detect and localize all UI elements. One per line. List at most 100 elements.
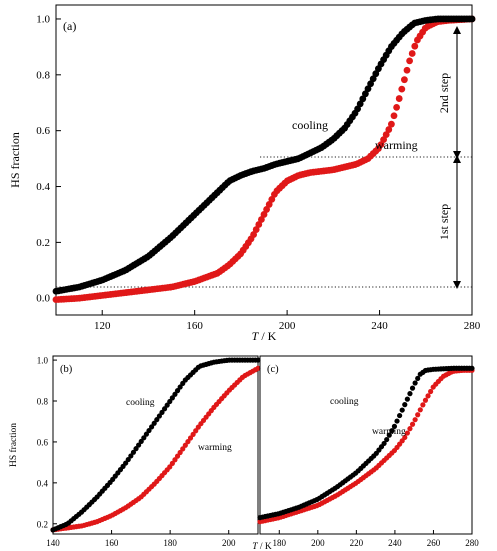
- cooling-point: [356, 100, 364, 108]
- panel-bc-x-axis-title: T / K: [252, 542, 272, 551]
- panel-c-label: (c): [267, 364, 279, 375]
- y-tick-label: 0.4: [36, 181, 50, 193]
- warming-point: [395, 95, 403, 102]
- second-step-label: 2nd step: [437, 73, 451, 113]
- cooling-point: [151, 420, 157, 426]
- panel-c-ticks: 180 200 220 240 260 280: [273, 530, 479, 548]
- panel-c: 180 200 220 240 260 280 (c) cooling warming: [257, 355, 479, 548]
- panel-a-x-axis-unit: / K: [258, 329, 276, 343]
- panel-b-warming-series: [50, 365, 261, 533]
- panel-a-cooling-label: cooling: [292, 118, 328, 132]
- warming-point: [250, 231, 257, 238]
- cooling-point: [133, 446, 139, 452]
- cooling-point: [128, 453, 134, 459]
- cooling-point: [381, 440, 387, 447]
- cooling-point: [404, 396, 410, 402]
- panel-c-cooling-series: [257, 365, 475, 521]
- warming-point: [390, 112, 398, 120]
- panel-b-y-axis-title: HS fraction: [8, 423, 19, 467]
- cooling-point: [156, 413, 162, 419]
- cooling-point: [174, 388, 181, 394]
- cooling-point: [143, 431, 150, 437]
- panel-b-cooling-series: [50, 357, 261, 533]
- warming-point: [411, 42, 419, 50]
- y-tick-label: 0.2: [36, 237, 50, 249]
- x-tick-label: 160: [105, 538, 119, 548]
- cooling-point: [172, 391, 178, 397]
- warming-point: [185, 439, 191, 445]
- warming-point: [409, 421, 416, 427]
- warming-point: [406, 57, 413, 65]
- panel-b-warming-label: warming: [198, 443, 232, 453]
- cooling-point: [154, 417, 160, 423]
- cooling-point: [469, 365, 475, 371]
- cooling-point: [407, 391, 413, 397]
- cooling-point: [136, 442, 142, 448]
- panel-a: 120 160 200 240 280 0.0 0.2 0.4 0.6 0.8 1.0 2nd st…: [8, 4, 481, 343]
- warming-point: [402, 434, 408, 441]
- cooling-point: [399, 407, 405, 413]
- panel-a-cooling-series: [52, 15, 476, 295]
- y-tick-label: 1.0: [37, 356, 49, 366]
- panel-a-x-axis-title: T / K: [252, 329, 277, 343]
- cooling-point: [159, 409, 165, 416]
- x-tick-label: 220: [350, 538, 364, 548]
- warming-point: [193, 428, 199, 434]
- cooling-point: [164, 402, 170, 408]
- x-tick-label: 140: [46, 538, 60, 548]
- warming-point: [420, 402, 426, 408]
- cooling-point: [169, 395, 175, 401]
- cooling-point: [125, 456, 131, 463]
- y-tick-label: 0.4: [37, 478, 49, 488]
- warming-point: [177, 449, 183, 456]
- x-tick-label: 200: [222, 538, 236, 548]
- cooling-point: [409, 385, 416, 391]
- y-tick-label: 0.8: [37, 397, 49, 407]
- warming-point: [190, 431, 196, 437]
- cooling-point: [130, 449, 137, 455]
- cooling-point: [367, 80, 374, 88]
- warming-point: [428, 388, 434, 395]
- x-tick-label: 200: [311, 538, 325, 548]
- panel-a-frame: [55, 4, 473, 316]
- warming-point: [380, 136, 387, 144]
- cooling-point: [394, 418, 400, 424]
- cooling-point: [386, 432, 392, 438]
- warming-point: [385, 126, 393, 133]
- cooling-point: [167, 398, 173, 405]
- warming-point: [401, 76, 408, 84]
- warming-point: [377, 141, 385, 149]
- cooling-point: [415, 375, 421, 382]
- warming-point: [382, 131, 390, 138]
- cooling-point: [362, 90, 369, 98]
- x-tick-label: 280: [464, 320, 481, 332]
- warming-point: [252, 226, 260, 233]
- panel-c-cooling-label: cooling: [330, 397, 359, 407]
- warming-point: [393, 104, 400, 111]
- cooling-point: [391, 423, 398, 429]
- x-tick-label: 120: [94, 320, 111, 332]
- warming-point: [425, 393, 431, 399]
- warming-point: [172, 457, 178, 463]
- x-tick-label: 240: [371, 320, 388, 332]
- x-tick-label: 260: [427, 538, 441, 548]
- cooling-point: [177, 384, 183, 390]
- cooling-point: [138, 438, 144, 445]
- warming-point: [407, 426, 413, 432]
- panel-b-x-axis-symbol: T: [252, 542, 258, 551]
- warming-point: [174, 453, 181, 459]
- warming-point: [422, 397, 429, 403]
- cooling-point: [364, 85, 372, 93]
- y-tick-label: 0.6: [36, 125, 50, 137]
- cooling-point: [369, 75, 377, 83]
- panel-a-x-axis-symbol: T: [252, 329, 260, 343]
- cooling-point: [389, 428, 395, 434]
- cooling-point: [468, 15, 476, 23]
- first-step-label: 1st step: [437, 204, 451, 240]
- panel-a-label: (a): [63, 19, 76, 33]
- warming-point: [268, 195, 276, 203]
- warming-point: [415, 412, 421, 418]
- warming-point: [255, 221, 263, 228]
- x-tick-label: 180: [273, 538, 287, 548]
- warming-point: [187, 435, 194, 441]
